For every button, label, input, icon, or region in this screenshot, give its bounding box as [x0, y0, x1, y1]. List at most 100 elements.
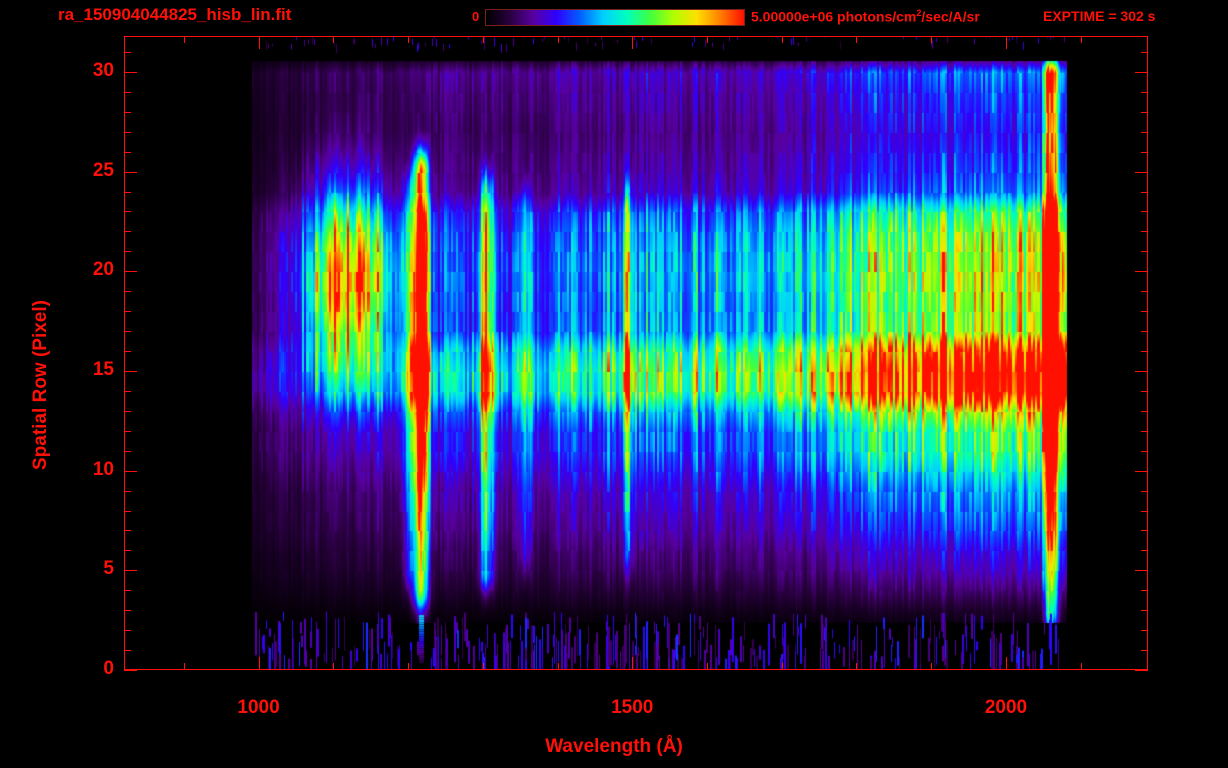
y-axis-minor-tick [124, 630, 131, 631]
y-axis-minor-tick-right [1141, 231, 1148, 232]
x-axis-minor-tick [856, 663, 857, 670]
y-axis-minor-tick-right [1141, 530, 1148, 531]
colorbar-units-post: /sec/A/sr [921, 8, 980, 25]
y-axis-minor-tick [124, 112, 131, 113]
y-axis-minor-tick [124, 391, 131, 392]
y-axis-minor-tick-right [1141, 351, 1148, 352]
y-axis-tick-label: 30 [92, 59, 114, 81]
colorbar-max-label: 5.00000e+06 photons/cm2/sec/A/sr [751, 8, 980, 25]
x-axis-major-tick [1006, 657, 1007, 670]
x-axis-major-tick [632, 657, 633, 670]
x-axis-minor-tick-top [782, 36, 783, 43]
y-axis-minor-tick [124, 451, 131, 452]
x-axis-minor-tick [184, 663, 185, 670]
y-axis-major-tick [124, 670, 137, 671]
x-axis-minor-tick-top [856, 36, 857, 43]
y-axis-minor-tick [124, 491, 131, 492]
y-axis-minor-tick [124, 610, 131, 611]
x-axis-minor-tick-top [558, 36, 559, 43]
y-axis-major-tick-right [1135, 471, 1148, 472]
y-axis-minor-tick-right [1141, 52, 1148, 53]
x-axis-major-tick-top [259, 36, 260, 49]
y-axis-minor-tick-right [1141, 431, 1148, 432]
x-axis-minor-tick [558, 663, 559, 670]
y-axis-minor-tick [124, 530, 131, 531]
y-axis-minor-tick [124, 351, 131, 352]
page-title: ra_150904044825_hisb_lin.fit [58, 5, 292, 24]
y-axis-label: Spatial Row (Pixel) [30, 300, 51, 470]
x-axis-label: Wavelength (Å) [545, 736, 683, 757]
x-axis-minor-tick-top [707, 36, 708, 43]
y-axis-minor-tick-right [1141, 550, 1148, 551]
y-axis-minor-tick-right [1141, 491, 1148, 492]
colorbar-max-value: 5.00000e+06 [751, 8, 834, 25]
y-axis-major-tick-right [1135, 172, 1148, 173]
x-axis-minor-tick [1081, 663, 1082, 670]
x-axis-minor-tick-top [184, 36, 185, 43]
y-axis-minor-tick-right [1141, 610, 1148, 611]
y-axis-minor-tick-right [1141, 590, 1148, 591]
x-axis-minor-tick-top [408, 36, 409, 43]
y-axis-tick-label: 20 [92, 259, 114, 281]
x-axis-minor-tick [931, 663, 932, 670]
y-axis-minor-tick [124, 52, 131, 53]
x-axis-minor-tick-top [483, 36, 484, 43]
colorbar-units-pre: photons/cm [833, 8, 917, 25]
y-axis-minor-tick-right [1141, 211, 1148, 212]
y-axis-major-tick-right [1135, 271, 1148, 272]
y-axis-minor-tick-right [1141, 92, 1148, 93]
y-axis-minor-tick [124, 650, 131, 651]
y-axis-minor-tick-right [1141, 451, 1148, 452]
y-axis-tick-label: 15 [92, 358, 114, 380]
y-axis-minor-tick-right [1141, 112, 1148, 113]
y-axis-tick-label: 5 [103, 558, 114, 580]
y-axis-minor-tick [124, 511, 131, 512]
colorbar-min-label: 0 [472, 9, 480, 24]
x-axis-major-tick [259, 657, 260, 670]
y-axis-major-tick-right [1135, 670, 1148, 671]
y-axis-minor-tick [124, 431, 131, 432]
spectrogram-image [125, 37, 1147, 669]
exposure-time-label: EXPTIME = 302 s [1043, 8, 1156, 24]
y-axis-minor-tick [124, 231, 131, 232]
x-axis-minor-tick [707, 663, 708, 670]
y-axis-major-tick [124, 172, 137, 173]
x-axis-tick-label: 1000 [237, 697, 280, 718]
x-axis-minor-tick-top [931, 36, 932, 43]
y-axis-minor-tick-right [1141, 411, 1148, 412]
x-axis-major-tick-top [632, 36, 633, 49]
y-axis-minor-tick [124, 211, 131, 212]
y-axis-minor-tick-right [1141, 511, 1148, 512]
y-axis-minor-tick-right [1141, 391, 1148, 392]
x-axis-major-tick-top [1006, 36, 1007, 49]
y-axis-minor-tick [124, 331, 131, 332]
y-axis-major-tick [124, 271, 137, 272]
y-axis-minor-tick-right [1141, 192, 1148, 193]
y-axis-minor-tick-right [1141, 132, 1148, 133]
y-axis-minor-tick-right [1141, 331, 1148, 332]
y-axis-minor-tick [124, 411, 131, 412]
y-axis-minor-tick [124, 251, 131, 252]
x-axis-minor-tick-top [333, 36, 334, 43]
y-axis-minor-tick-right [1141, 650, 1148, 651]
y-axis-minor-tick-right [1141, 291, 1148, 292]
x-axis-minor-tick [483, 663, 484, 670]
y-axis-tick-label: 0 [103, 658, 114, 679]
x-axis-minor-tick-top [1081, 36, 1082, 43]
y-axis-minor-tick-right [1141, 152, 1148, 153]
colorbar-gradient [486, 10, 744, 25]
y-axis-minor-tick-right [1141, 311, 1148, 312]
y-axis-major-tick-right [1135, 72, 1148, 73]
y-axis-tick-label: 25 [92, 159, 114, 181]
y-axis-minor-tick [124, 92, 131, 93]
y-axis-minor-tick [124, 192, 131, 193]
x-axis-tick-label: 2000 [984, 697, 1028, 718]
y-axis-major-tick [124, 371, 137, 372]
y-axis-major-tick-right [1135, 371, 1148, 372]
y-axis-minor-tick [124, 152, 131, 153]
y-axis-major-tick [124, 471, 137, 472]
y-axis-minor-tick [124, 311, 131, 312]
y-axis-minor-tick-right [1141, 251, 1148, 252]
y-axis-minor-tick [124, 132, 131, 133]
